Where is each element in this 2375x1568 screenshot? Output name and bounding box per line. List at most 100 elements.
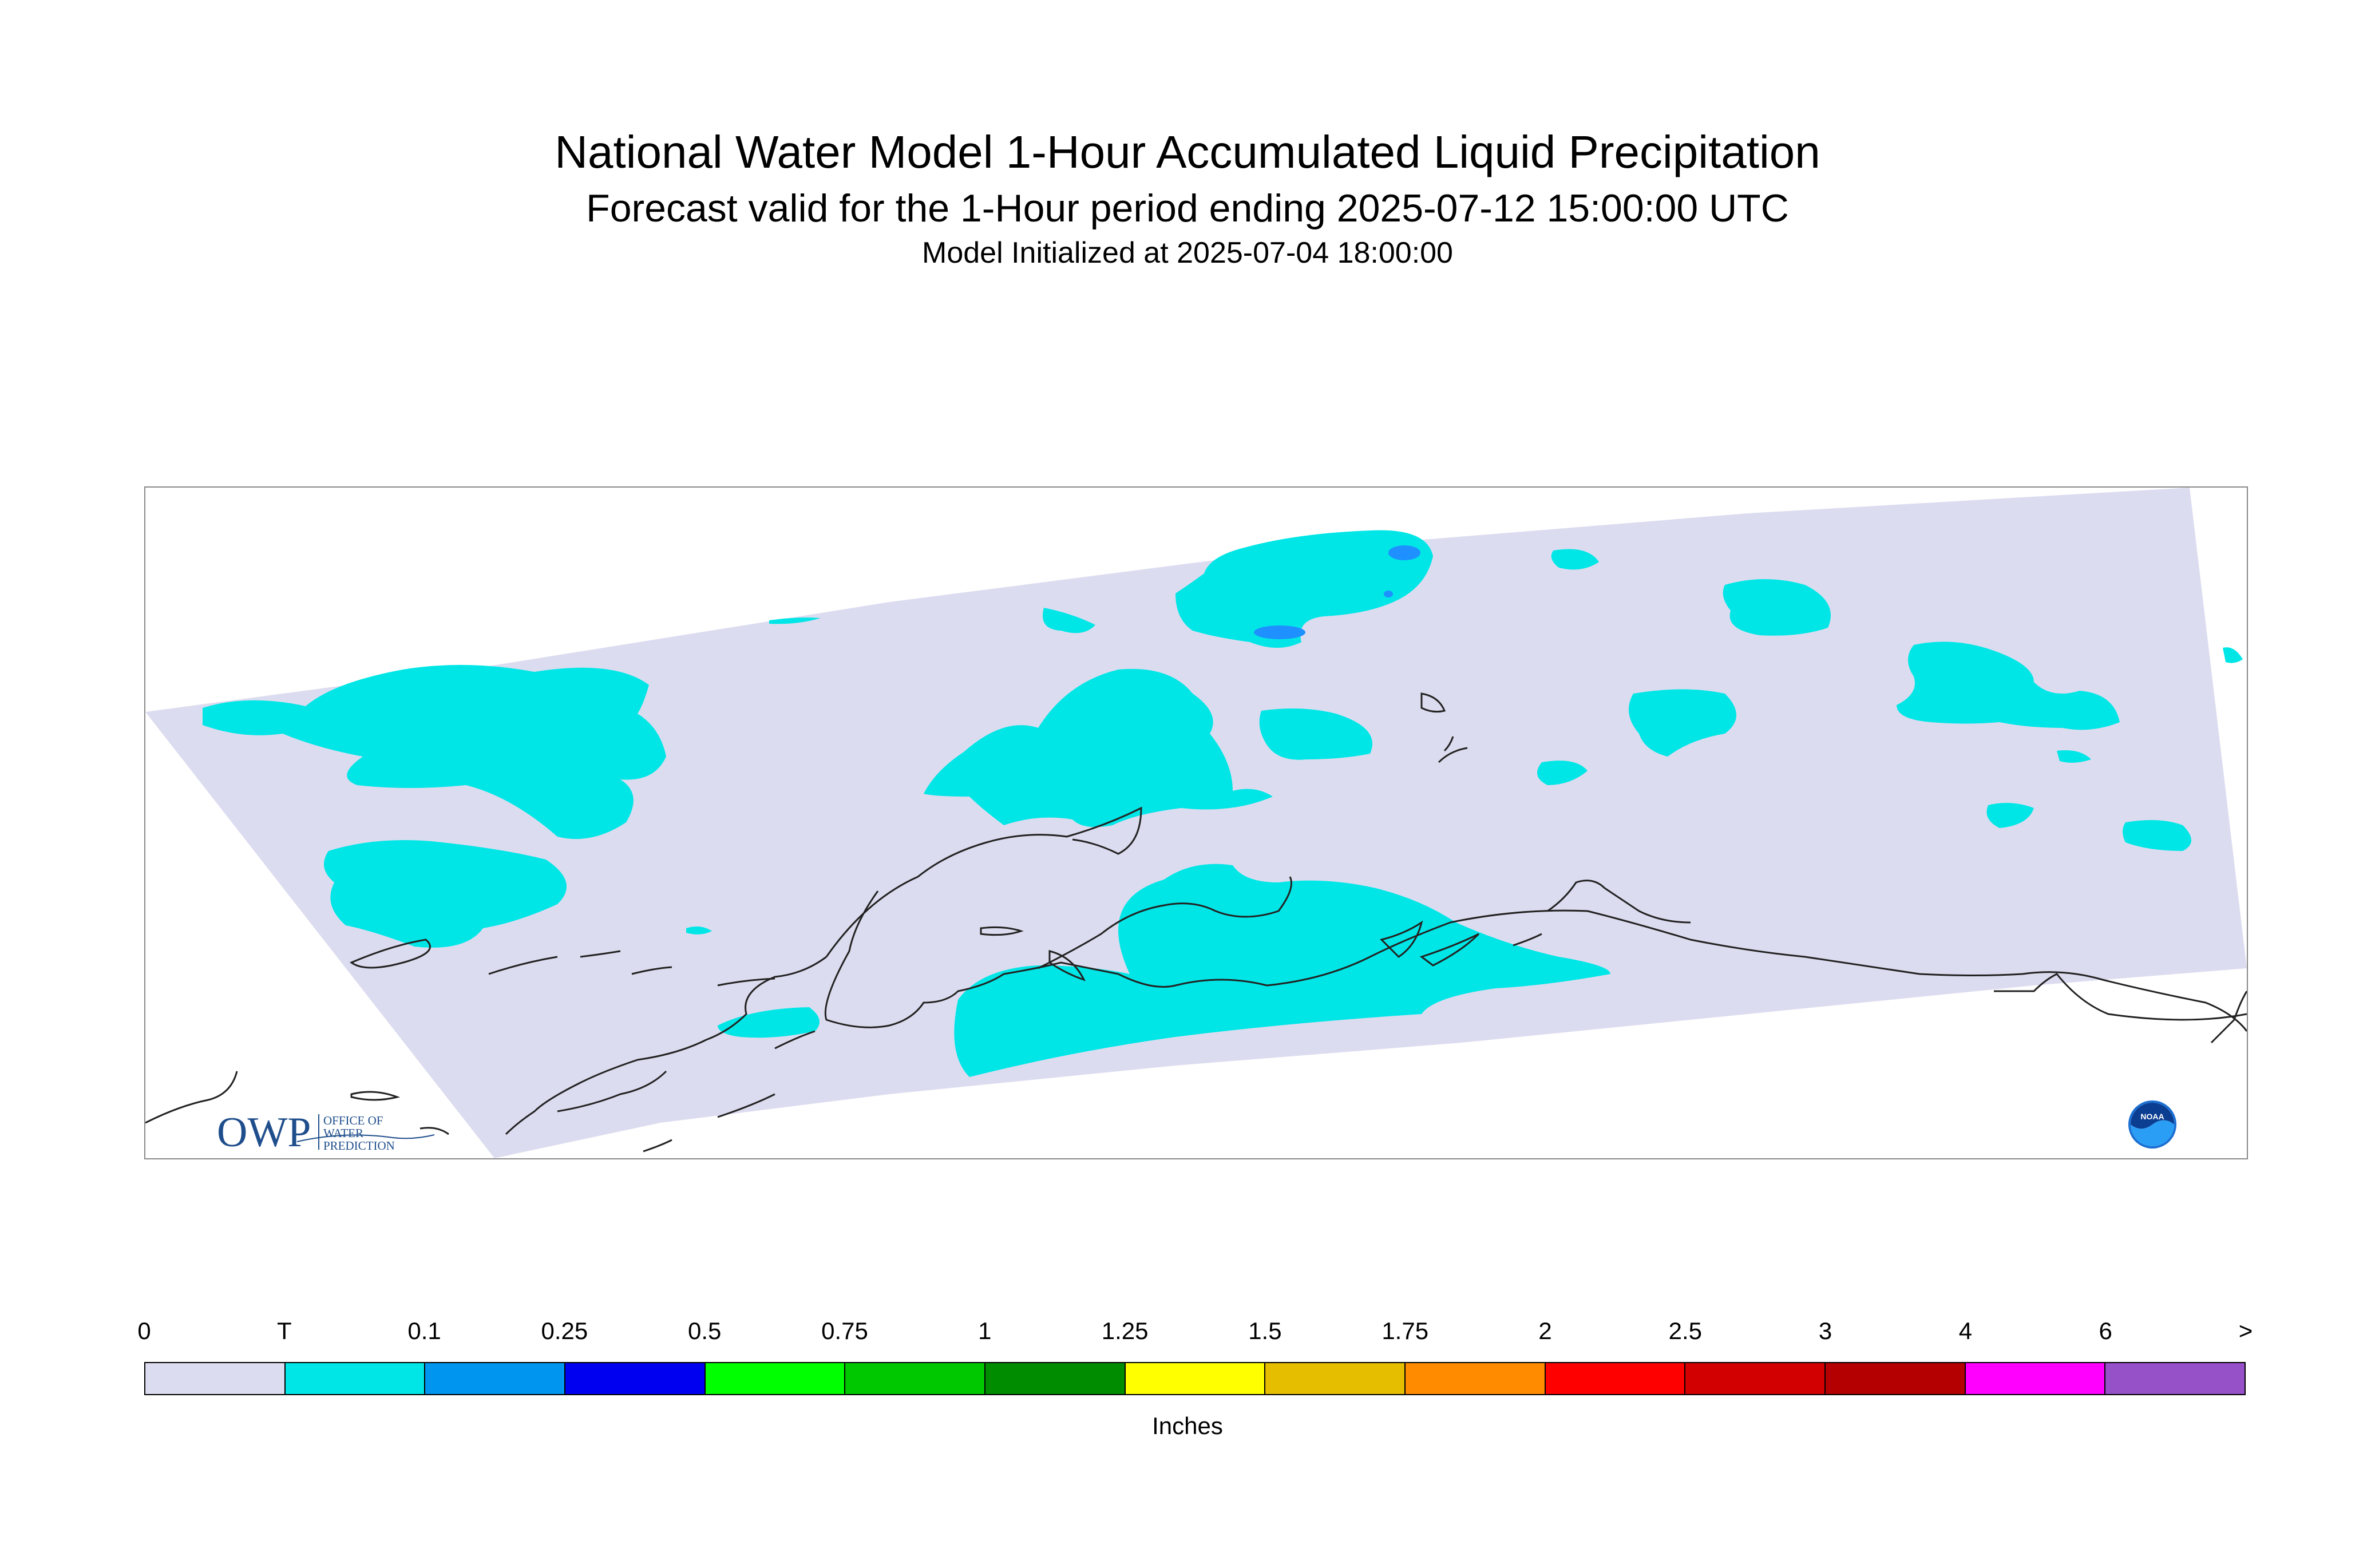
precip-area-east-3 [1537, 761, 1588, 785]
coastline-south-coast-3 [717, 1093, 775, 1118]
owp-logo: OWP OFFICE OF WATER PREDICTION [217, 1109, 435, 1154]
coastline-island-8 [1513, 933, 1542, 947]
coastline-far-east [1994, 973, 2247, 1021]
legend-swatch [425, 1363, 566, 1394]
precip-area-north-1 [1043, 608, 1095, 633]
owp-logo-line-1: OFFICE OF [323, 1114, 383, 1127]
coastline-island-4 [1438, 747, 1468, 763]
legend-tick-label: 1.75 [1382, 1317, 1429, 1344]
legend-tick-label: 6 [2099, 1317, 2112, 1344]
coastline-mainland-west [505, 956, 827, 1135]
precip-area-west-1 [203, 664, 666, 840]
legend-swatch [1965, 1363, 2106, 1394]
legend-tick-label: 1 [978, 1317, 992, 1344]
map-title: National Water Model 1-Hour Accumulated … [555, 126, 1820, 177]
coastline-aleutian-2 [580, 950, 621, 958]
precip-area-small-west [686, 926, 712, 935]
precip-light-2 [1388, 545, 1420, 560]
precip-trace-areas [203, 530, 2243, 1077]
owp-logo-line-2: WATER [323, 1126, 363, 1140]
owp-logo-mark: OWP [217, 1109, 311, 1154]
coastline-aleutian-4 [717, 977, 775, 987]
legend-tick-label: 2 [1538, 1317, 1552, 1344]
legend-tick-label: 0.5 [687, 1317, 722, 1344]
coastline-island-7 [1419, 933, 1480, 967]
legend-swatch [2105, 1363, 2245, 1394]
coastline-bay [824, 890, 1119, 1028]
coastline-west-island-2 [350, 1091, 401, 1101]
coastlines [145, 692, 2247, 1153]
precip-area-small-north [1551, 549, 1599, 570]
model-domain [145, 488, 2247, 1158]
coastline-island-2 [1048, 950, 1086, 981]
noaa-logo: NOAA [2128, 1100, 2176, 1149]
coastline-island-1 [980, 926, 1024, 936]
legend-swatch [1826, 1363, 1966, 1394]
coastline-south [1118, 909, 2247, 1032]
legend-units-label: Inches [1152, 1412, 1223, 1439]
legend-swatch [285, 1363, 426, 1394]
precip-area-far-east-4 [2123, 820, 2191, 851]
legend-tick-label: > [2238, 1317, 2253, 1344]
legend-swatch [1406, 1363, 1546, 1394]
legend-swatch [145, 1363, 286, 1394]
precip-area-east-2 [1629, 689, 1736, 757]
legend-swatch [1125, 1363, 1266, 1394]
precip-area-center [924, 668, 1273, 827]
legend-tick-label: 0.1 [407, 1317, 441, 1344]
legend-tick-label: 0 [137, 1317, 151, 1344]
legend-tick-label: 2.5 [1668, 1317, 1702, 1344]
legend-swatch [1265, 1363, 1406, 1394]
precip-area-north-2 [769, 617, 821, 624]
legend-tick-label: 1.5 [1248, 1317, 1282, 1344]
coastline-island-5 [1443, 736, 1454, 752]
coastline-west-landmass [145, 1071, 238, 1124]
legend-tick-label: 0.75 [821, 1317, 868, 1344]
coastline-island-6 [1380, 920, 1423, 958]
precip-light-3 [1384, 591, 1393, 597]
legend-swatch [1685, 1363, 1826, 1394]
precip-area-south [954, 864, 1610, 1077]
coastline-far-east-2 [2210, 991, 2247, 1044]
precip-light-areas [1254, 545, 1420, 639]
coastline-peninsula [1038, 876, 1292, 969]
precip-area-far-east-3 [1986, 803, 2034, 828]
coastline-south-coast-1 [557, 1070, 667, 1112]
precipitation-map: OWP OFFICE OF WATER PREDICTION NOAA [144, 486, 2248, 1159]
legend-tick-label: T [276, 1317, 292, 1344]
legend-swatch [1545, 1363, 1686, 1394]
map-canvas [145, 488, 2247, 1158]
coastline-west-island-3 [419, 1127, 449, 1135]
legend-tick-label: 0.25 [541, 1317, 588, 1344]
precip-light-1 [1254, 625, 1305, 639]
legend-tick-label: 3 [1818, 1317, 1832, 1344]
model-init-subtitle: Model Initialized at 2025-07-04 18:00:00 [922, 236, 1453, 270]
precip-area-southwest [718, 1007, 820, 1038]
legend-color-bar [144, 1362, 2246, 1395]
precip-area-center-east [1259, 708, 1372, 760]
legend-tick-labels: 0 T 0.1 0.25 0.5 0.75 1 1.25 1.5 1.75 2 2.5 3 4 6 > [137, 1317, 2253, 1352]
legend-swatch [985, 1363, 1126, 1394]
precip-area-far-east-2 [2057, 750, 2091, 763]
legend-tick-label: 4 [1958, 1317, 1973, 1344]
coastline-inland-1 [774, 1030, 816, 1050]
coastline-south-coast-2 [643, 1139, 672, 1153]
forecast-valid-subtitle: Forecast valid for the 1-Hour period end… [586, 187, 1789, 230]
coastline-aleutian-1 [488, 956, 558, 975]
coastline-east-inlet [1547, 880, 1691, 924]
coastline-aleutian-3 [631, 966, 672, 975]
precip-area-west-2 [324, 840, 567, 948]
coastline-island-3 [1420, 692, 1446, 713]
legend-swatch [705, 1363, 846, 1394]
precip-area-far-east-5 [2223, 647, 2243, 663]
legend-tick-label: 1.25 [1101, 1317, 1149, 1344]
precip-area-far-east-1 [1897, 642, 2120, 730]
owp-logo-line-3: PREDICTION [323, 1139, 395, 1153]
legend-swatch [565, 1363, 706, 1394]
legend-swatch [845, 1363, 986, 1394]
precip-area-north-center [1175, 530, 1433, 648]
coastline-mainland-north [825, 806, 1142, 957]
coastline-west-island-1 [350, 939, 431, 969]
noaa-logo-text: NOAA [2140, 1112, 2164, 1121]
precip-area-east-1 [1723, 579, 1831, 636]
